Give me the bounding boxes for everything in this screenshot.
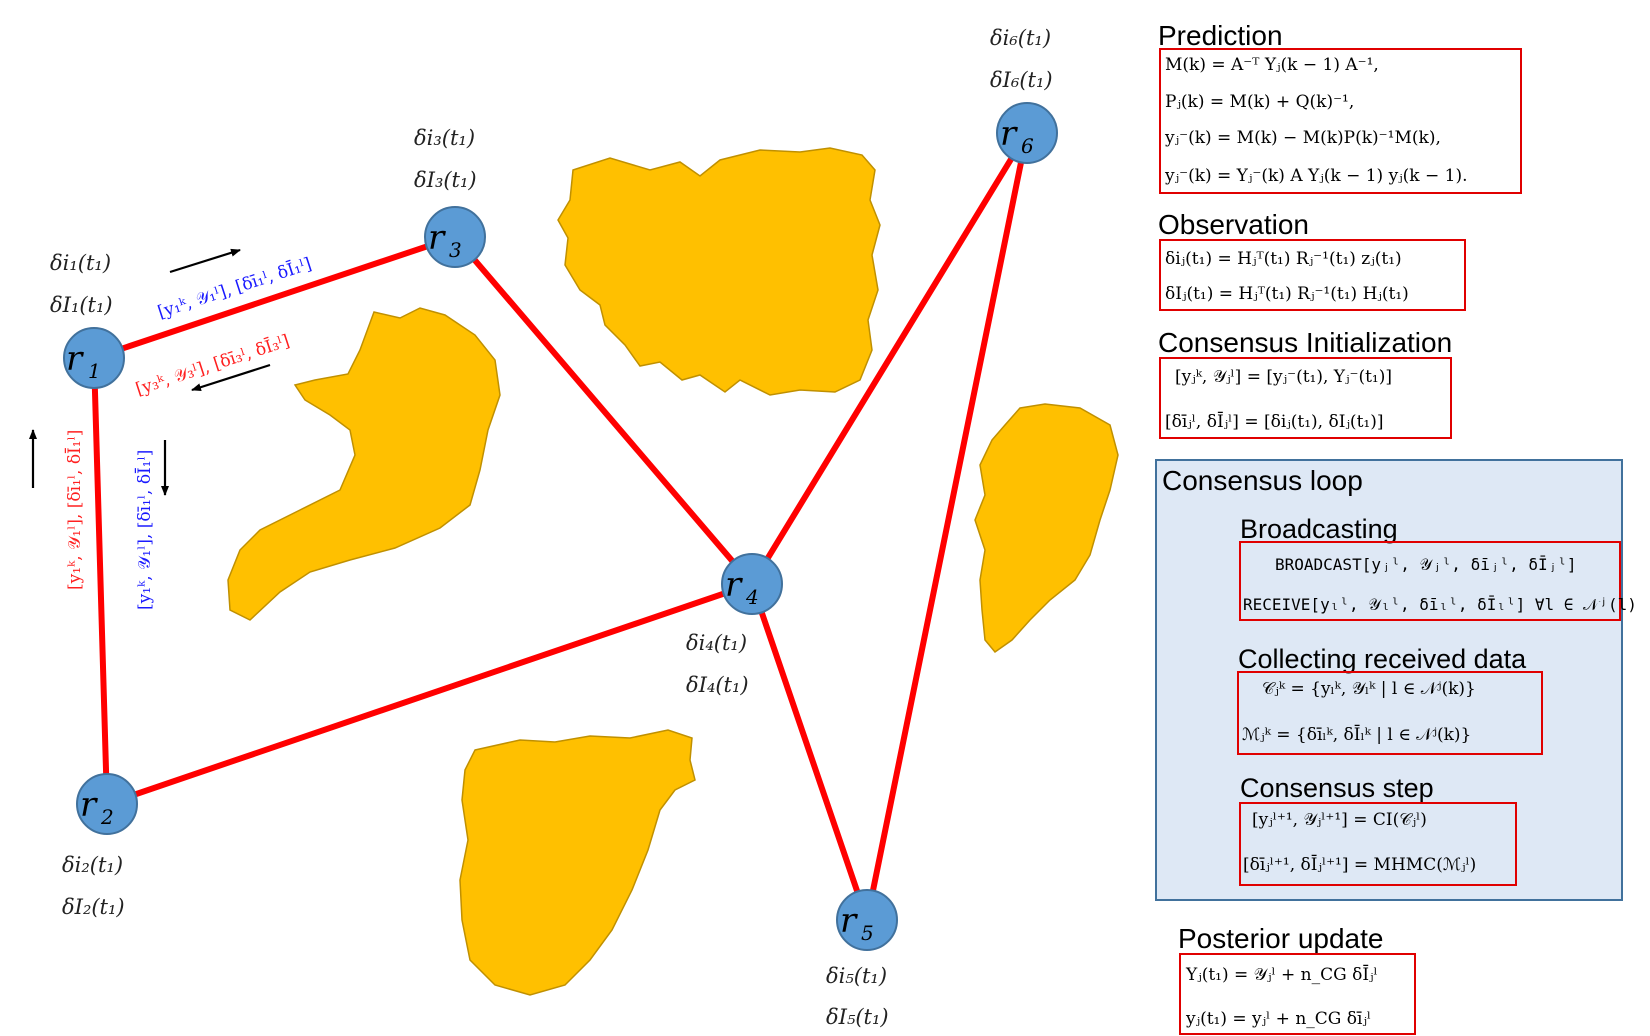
node-r3: r 3 δi₃(t₁) δI₃(t₁) <box>414 126 486 268</box>
node-info-vector: δi₃(t₁) <box>414 126 475 150</box>
prediction-box <box>1159 48 1522 194</box>
prediction-eq-4: yⱼ⁻(k) = Yⱼ⁻(k) A Yⱼ(k − 1) yⱼ(k − 1). <box>1164 166 1468 186</box>
obstacle-3 <box>974 403 1119 654</box>
robot-node <box>76 773 138 835</box>
posterior-box <box>1179 953 1416 1035</box>
obstacle-2 <box>227 307 501 621</box>
init-eq-2: [δīⱼˡ, δĪⱼˡ] = [δiⱼ(t₁), δIⱼ(t₁)] <box>1165 411 1383 432</box>
edge-r1-r2 <box>91 355 110 807</box>
robot-node <box>996 102 1058 164</box>
posterior-eq-2: yⱼ(t₁) = yⱼˡ + n_CG δīⱼˡ <box>1185 1009 1371 1029</box>
node-name: r <box>428 218 446 258</box>
node-index: 6 <box>1021 134 1034 158</box>
node-r4: r 4 δi₄(t₁) δI₄(t₁) <box>686 553 783 697</box>
observation-title: Observation <box>1158 209 1309 240</box>
node-index: 2 <box>100 805 114 829</box>
node-info-matrix: δI₁(t₁) <box>50 293 113 317</box>
node-info-matrix: δI₆(t₁) <box>990 68 1053 92</box>
broadcasting-box <box>1239 541 1621 621</box>
node-info-vector: δi₄(t₁) <box>686 631 747 655</box>
node-name: r <box>1000 114 1018 154</box>
node-r2: r 2 δi₂(t₁) δI₂(t₁) <box>62 773 138 919</box>
obstacles <box>227 147 1119 996</box>
init-title: Consensus Initialization <box>1158 327 1452 358</box>
node-name: r <box>66 339 84 379</box>
edge-r2-r4 <box>104 581 755 807</box>
message-r2-to-r1: [y₁ᵏ, 𝒴₁ˡ], [δī₁ˡ, δĪ₁ˡ] <box>64 430 85 590</box>
broadcast-eq: BROADCAST[yⱼˡ, 𝒴ⱼˡ, δīⱼˡ, δĪⱼˡ] <box>1275 555 1577 574</box>
node-info-vector: δi₅(t₁) <box>826 964 887 988</box>
step-eq-1: [yⱼˡ⁺¹, 𝒴ⱼˡ⁺¹] = CI(𝒞ⱼˡ) <box>1252 810 1427 830</box>
node-index: 3 <box>449 238 462 262</box>
node-r1: r 1 δi₁(t₁) δI₁(t₁) <box>50 251 125 389</box>
node-r6: r 6 δi₆(t₁) δI₆(t₁) <box>990 26 1058 164</box>
obstacle-1 <box>557 147 881 396</box>
node-r5: r 5 δi₅(t₁) δI₅(t₁) <box>826 889 898 1029</box>
obstacle-4 <box>459 729 696 996</box>
observation-eq-2: δIⱼ(t₁) = Hⱼᵀ(t₁) Rⱼ⁻¹(t₁) Hⱼ(t₁) <box>1165 284 1409 304</box>
algorithm-panel: Prediction M(k) = A⁻ᵀ Yⱼ(k − 1) A⁻¹, Pⱼ(… <box>1155 20 1637 1035</box>
arrow-r1-to-r3 <box>169 248 241 274</box>
consensus-loop-panel <box>1155 459 1623 901</box>
observation-eq-1: δiⱼ(t₁) = Hⱼᵀ(t₁) Rⱼ⁻¹(t₁) zⱼ(t₁) <box>1165 249 1402 269</box>
robot-node <box>721 553 783 615</box>
node-info-matrix: δI₅(t₁) <box>826 1005 889 1029</box>
broadcasting-title: Broadcasting <box>1240 514 1398 544</box>
edge-r4-r6 <box>749 130 1030 587</box>
robot-node <box>836 889 898 951</box>
node-info-matrix: δI₃(t₁) <box>414 168 477 192</box>
step-box <box>1239 802 1517 886</box>
step-title: Consensus step <box>1240 773 1434 803</box>
edge-r4-r5 <box>749 581 870 923</box>
step-eq-2: [δīⱼˡ⁺¹, δĪⱼˡ⁺¹] = MHMC(ℳⱼˡ) <box>1243 854 1476 875</box>
node-name: r <box>80 785 98 825</box>
message-r1-to-r2: [y₁ᵏ, 𝒴₁ˡ], [δī₁ˡ, δĪ₁ˡ] <box>134 450 155 610</box>
posterior-title: Posterior update <box>1178 923 1383 954</box>
edge-r1-r3 <box>91 234 458 361</box>
loop-title: Consensus loop <box>1162 465 1363 496</box>
collecting-box <box>1237 671 1543 755</box>
posterior-eq-1: Yⱼ(t₁) = 𝒴ⱼˡ + n_CG δĪⱼˡ <box>1185 964 1378 985</box>
node-name: r <box>725 565 743 605</box>
node-index: 4 <box>745 585 759 609</box>
edge-r3-r4 <box>452 234 755 587</box>
collecting-eq-1: 𝒞ⱼᵏ = {yₗᵏ, 𝒴ₗᵏ | l ∈ 𝒩ʲ(k)} <box>1262 679 1476 699</box>
node-info-vector: δi₁(t₁) <box>50 251 111 275</box>
node-info-matrix: δI₂(t₁) <box>62 895 125 919</box>
collecting-title: Collecting received data <box>1238 644 1527 674</box>
edge-r5-r6 <box>864 130 1030 923</box>
node-name: r <box>840 901 858 941</box>
prediction-eq-3: yⱼ⁻(k) = M(k) − M(k)P(k)⁻¹M(k), <box>1164 128 1441 148</box>
node-index: 5 <box>861 921 874 945</box>
node-info-vector: δi₆(t₁) <box>990 26 1051 50</box>
prediction-eq-2: Pⱼ(k) = M(k) + Q(k)⁻¹, <box>1165 92 1354 112</box>
arrow-r3-to-r1 <box>191 363 271 392</box>
node-info-vector: δi₂(t₁) <box>62 853 123 877</box>
init-box <box>1159 357 1452 439</box>
robot-node <box>63 327 125 389</box>
prediction-title: Prediction <box>1158 20 1283 51</box>
collecting-eq-2: ℳⱼᵏ = {δīₗᵏ, δĪₗᵏ | l ∈ 𝒩ʲ(k)} <box>1242 724 1471 745</box>
node-index: 1 <box>88 359 101 383</box>
edges <box>91 130 1030 923</box>
init-eq-1: [yⱼᵏ, 𝒴ⱼˡ] = [yⱼ⁻(t₁), Yⱼ⁻(t₁)] <box>1175 367 1392 387</box>
node-info-matrix: δI₄(t₁) <box>686 673 749 697</box>
receive-eq: RECEIVE[yₗˡ, 𝒴ₗˡ, δīₗˡ, δĪₗˡ] ∀l ∈ 𝒩ʲ(l) <box>1243 595 1637 614</box>
prediction-eq-1: M(k) = A⁻ᵀ Yⱼ(k − 1) A⁻¹, <box>1165 55 1379 75</box>
observation-box <box>1159 239 1466 311</box>
robot-node <box>424 206 486 268</box>
